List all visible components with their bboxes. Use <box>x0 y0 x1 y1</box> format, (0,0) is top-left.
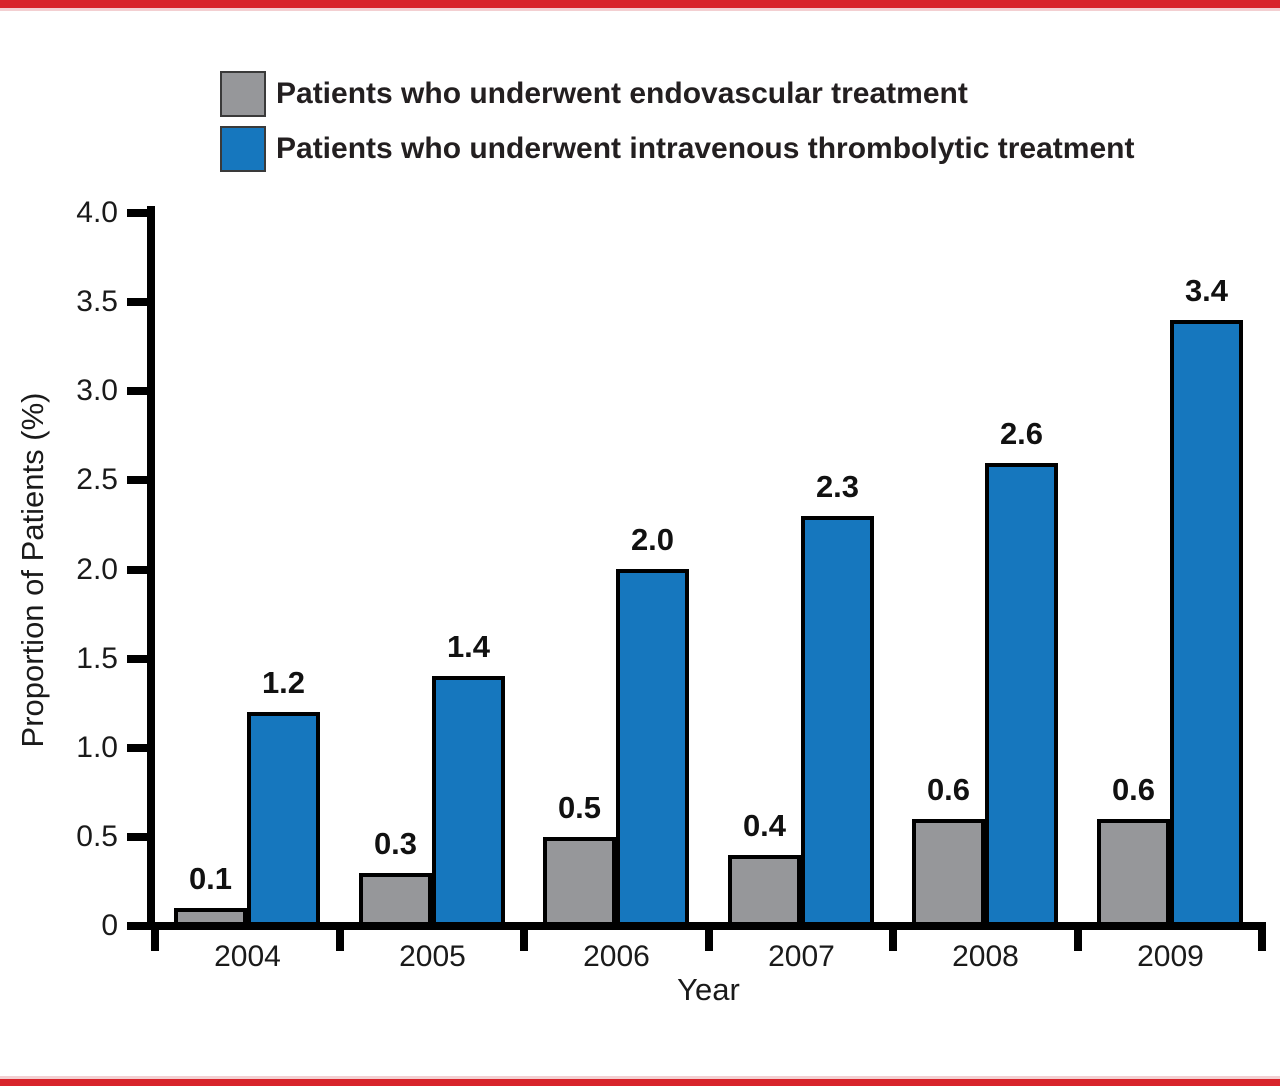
y-tick <box>127 922 155 930</box>
bar-value-label: 0.6 <box>1111 772 1156 807</box>
x-axis-category-label: 2006 <box>583 940 650 973</box>
y-tick <box>127 387 155 395</box>
bar-value-label: 0.3 <box>373 826 418 861</box>
bar-endovascular-2008 <box>912 819 985 928</box>
bar-value-label: 0.6 <box>926 772 971 807</box>
x-tick <box>1074 926 1082 951</box>
bar-endovascular-2007 <box>728 855 801 928</box>
bar-thrombolytic-2005 <box>432 676 505 928</box>
legend-item-endovascular: Patients who underwent endovascular trea… <box>220 71 1134 117</box>
x-tick <box>520 926 528 951</box>
top-red-border <box>0 0 1280 11</box>
y-tick-label: 0 <box>101 909 118 942</box>
legend-swatch-blue-icon <box>220 126 266 172</box>
bar-value-label: 2.6 <box>999 416 1044 451</box>
bar-thrombolytic-2007 <box>801 516 874 928</box>
bar-value-label: 1.4 <box>446 629 491 664</box>
bar-value-label: 3.4 <box>1184 273 1229 308</box>
y-tick <box>127 298 155 306</box>
x-tick <box>151 926 159 951</box>
legend-swatch-gray-icon <box>220 71 266 117</box>
y-tick <box>127 209 155 217</box>
y-tick-label: 2.0 <box>76 553 118 586</box>
bar-value-label: 1.2 <box>261 665 306 700</box>
x-axis-category-label: 2009 <box>1137 940 1204 973</box>
legend-label-endovascular: Patients who underwent endovascular trea… <box>276 77 968 110</box>
y-tick-label: 3.0 <box>76 374 118 407</box>
legend-label-thrombolytic: Patients who underwent intravenous throm… <box>276 132 1135 165</box>
bar-value-label: 2.0 <box>630 522 675 557</box>
bar-thrombolytic-2006 <box>616 569 689 928</box>
y-tick-label: 2.5 <box>76 463 118 496</box>
chart-legend: Patients who underwent endovascular trea… <box>220 71 1134 181</box>
bar-value-label: 0.5 <box>557 790 602 825</box>
x-axis-category-label: 2007 <box>768 940 835 973</box>
x-axis-category-label: 2008 <box>952 940 1019 973</box>
bar-value-label: 0.1 <box>188 861 233 896</box>
x-axis-category-label: 2004 <box>214 940 281 973</box>
bar-value-label: 0.4 <box>742 808 787 843</box>
legend-item-thrombolytic: Patients who underwent intravenous throm… <box>220 126 1134 172</box>
x-tick <box>705 926 713 951</box>
bar-thrombolytic-2004 <box>247 712 320 928</box>
bar-thrombolytic-2009 <box>1170 320 1243 928</box>
y-tick <box>127 833 155 841</box>
bar-endovascular-2005 <box>359 873 432 928</box>
x-axis-title: Year <box>677 972 740 1007</box>
bar-endovascular-2006 <box>543 837 616 928</box>
x-tick <box>1258 926 1266 951</box>
y-tick <box>127 744 155 752</box>
y-tick-label: 3.5 <box>76 285 118 318</box>
y-tick <box>127 566 155 574</box>
bar-value-label: 2.3 <box>815 469 860 504</box>
y-tick-label: 4.0 <box>76 196 118 229</box>
y-tick-label: 0.5 <box>76 820 118 853</box>
y-tick <box>127 655 155 663</box>
y-tick <box>127 476 155 484</box>
x-tick <box>336 926 344 951</box>
x-tick <box>889 926 897 951</box>
y-tick-label: 1.5 <box>76 642 118 675</box>
bottom-red-border <box>0 1076 1280 1086</box>
y-tick-label: 1.0 <box>76 731 118 764</box>
x-axis-category-label: 2005 <box>399 940 466 973</box>
bar-endovascular-2009 <box>1097 819 1170 928</box>
bar-thrombolytic-2008 <box>985 463 1058 928</box>
